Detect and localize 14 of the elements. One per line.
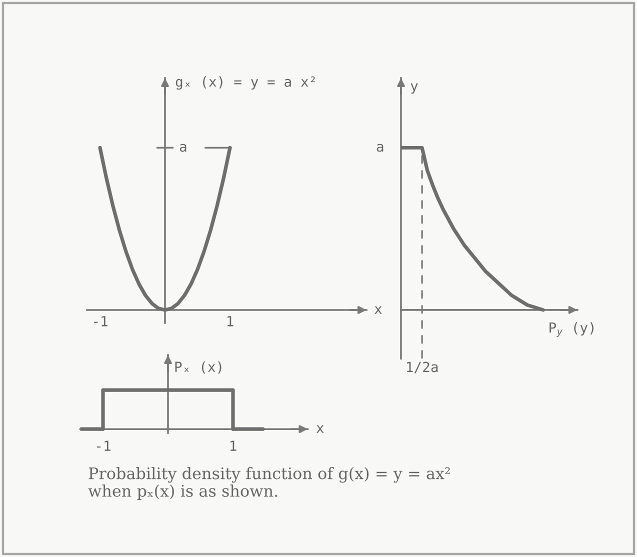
x-axis-title: P$_{y}$ (y) bbox=[550, 322, 594, 337]
x-tick-label: 1 bbox=[227, 316, 234, 326]
x-tick-label: -1 bbox=[97, 440, 110, 451]
x-tick-label: -1 bbox=[94, 316, 108, 326]
x-axis-title: x bbox=[374, 306, 382, 314]
y-axis-title: gₓ (x) = y = a x² bbox=[176, 76, 315, 90]
y-axis-title: y bbox=[410, 83, 418, 94]
annotation: 1/2a bbox=[407, 362, 438, 374]
text: a bbox=[376, 144, 384, 152]
x-tick-label: 1 bbox=[230, 440, 236, 451]
x-axis-title: x bbox=[316, 425, 324, 433]
text: Probability density function of g(x) = y = ax² when pₓ(x) is as shown. bbox=[88, 467, 450, 500]
ref-line-label: a bbox=[180, 144, 186, 152]
y-axis-title: Pₓ (x) bbox=[175, 361, 222, 374]
